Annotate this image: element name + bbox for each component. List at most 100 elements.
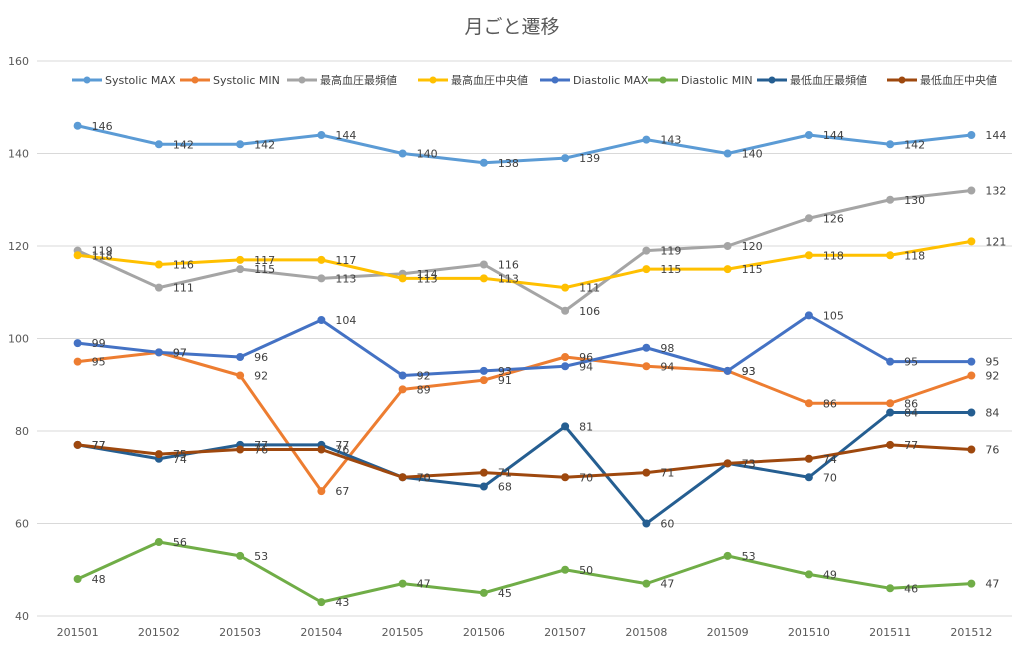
x-tick-label: 201508 — [625, 626, 667, 639]
legend-marker — [298, 76, 306, 84]
data-label: 91 — [498, 374, 512, 387]
data-point — [479, 260, 488, 269]
data-point — [561, 362, 570, 371]
data-label: 76 — [335, 444, 349, 457]
x-tick-label: 201502 — [138, 626, 180, 639]
data-point — [236, 371, 245, 380]
data-label: 95 — [904, 356, 918, 369]
x-tick-label: 201511 — [869, 626, 911, 639]
data-label: 140 — [742, 148, 763, 161]
data-point — [967, 408, 976, 417]
data-label: 77 — [904, 439, 918, 452]
data-point — [154, 283, 163, 292]
data-label: 56 — [173, 536, 187, 549]
data-label: 94 — [579, 360, 593, 373]
legend-label: Diastolic MIN — [681, 74, 753, 87]
legend-label: 最低血圧最頻値 — [790, 73, 867, 87]
data-label: 144 — [335, 129, 356, 142]
data-point — [236, 265, 245, 274]
data-point — [154, 538, 163, 546]
data-point — [886, 584, 895, 593]
data-point — [804, 473, 813, 482]
data-label: 43 — [335, 596, 349, 609]
data-label: 132 — [985, 185, 1006, 198]
data-labels: 146 142 142 144 140 138 139 143 140 144 142 144 95 97… — [92, 120, 1007, 609]
y-tick-label: 60 — [15, 518, 29, 531]
data-label: 71 — [498, 467, 512, 480]
series-line — [76, 313, 973, 377]
data-point — [317, 255, 326, 264]
data-point — [723, 149, 732, 158]
data-point — [561, 353, 570, 361]
x-tick-label: 201501 — [57, 626, 99, 639]
data-label: 49 — [823, 568, 837, 581]
data-point — [642, 343, 651, 352]
data-label: 75 — [173, 448, 187, 461]
legend-item: 最低血圧中央値 — [887, 73, 997, 87]
data-label: 113 — [335, 272, 356, 285]
data-point — [886, 357, 895, 366]
legend-marker — [551, 76, 559, 84]
data-point — [642, 579, 651, 588]
data-point — [317, 274, 326, 283]
data-label: 92 — [985, 370, 999, 383]
x-tick-label: 201505 — [382, 626, 424, 639]
series-1 — [73, 348, 976, 496]
data-label: 117 — [335, 254, 356, 267]
data-point — [561, 306, 570, 315]
series-line — [76, 540, 973, 604]
data-label: 77 — [92, 439, 106, 452]
data-point — [967, 579, 976, 588]
data-point — [723, 551, 732, 560]
data-point — [723, 265, 732, 274]
data-point — [73, 121, 82, 130]
data-label: 76 — [254, 444, 268, 457]
y-tick-label: 140 — [8, 148, 29, 161]
data-label: 73 — [742, 457, 756, 470]
x-tick-label: 201510 — [788, 626, 830, 639]
series-line — [76, 124, 973, 165]
legend-label: Systolic MAX — [105, 74, 176, 87]
y-tick-label: 160 — [8, 55, 29, 68]
data-label: 60 — [660, 518, 674, 531]
data-label: 93 — [742, 365, 756, 378]
data-label: 116 — [498, 259, 519, 272]
data-point — [561, 473, 570, 482]
series-line — [76, 239, 973, 290]
data-point — [642, 135, 651, 144]
data-label: 139 — [579, 152, 600, 165]
legend-marker — [83, 76, 91, 84]
series-lines — [73, 121, 976, 607]
data-point — [317, 131, 326, 139]
data-label: 48 — [92, 573, 106, 586]
data-label: 50 — [579, 564, 593, 577]
data-label: 138 — [498, 157, 519, 170]
data-point — [398, 149, 407, 158]
data-label: 74 — [823, 453, 837, 466]
data-label: 76 — [985, 444, 999, 457]
data-point — [886, 251, 895, 260]
data-point — [804, 214, 813, 223]
series-line — [76, 350, 973, 493]
data-label: 113 — [417, 272, 438, 285]
data-point — [73, 339, 82, 348]
legend-marker — [429, 76, 437, 84]
data-label: 81 — [579, 420, 593, 433]
legend-item: Systolic MIN — [180, 74, 280, 87]
legend-item: 最低血圧最頻値 — [757, 73, 867, 87]
data-label: 94 — [660, 360, 674, 373]
series-line — [76, 411, 973, 525]
legend-label: Diastolic MAX — [573, 74, 649, 87]
data-point — [154, 140, 163, 149]
series-6 — [73, 408, 976, 528]
legend-marker — [191, 76, 199, 84]
data-point — [642, 246, 651, 255]
data-point — [317, 316, 326, 324]
data-label: 92 — [417, 370, 431, 383]
data-label: 97 — [173, 346, 187, 359]
data-label: 111 — [579, 282, 600, 295]
data-label: 95 — [92, 356, 106, 369]
data-label: 67 — [335, 485, 349, 498]
data-point — [398, 371, 407, 380]
series-5 — [73, 538, 976, 607]
